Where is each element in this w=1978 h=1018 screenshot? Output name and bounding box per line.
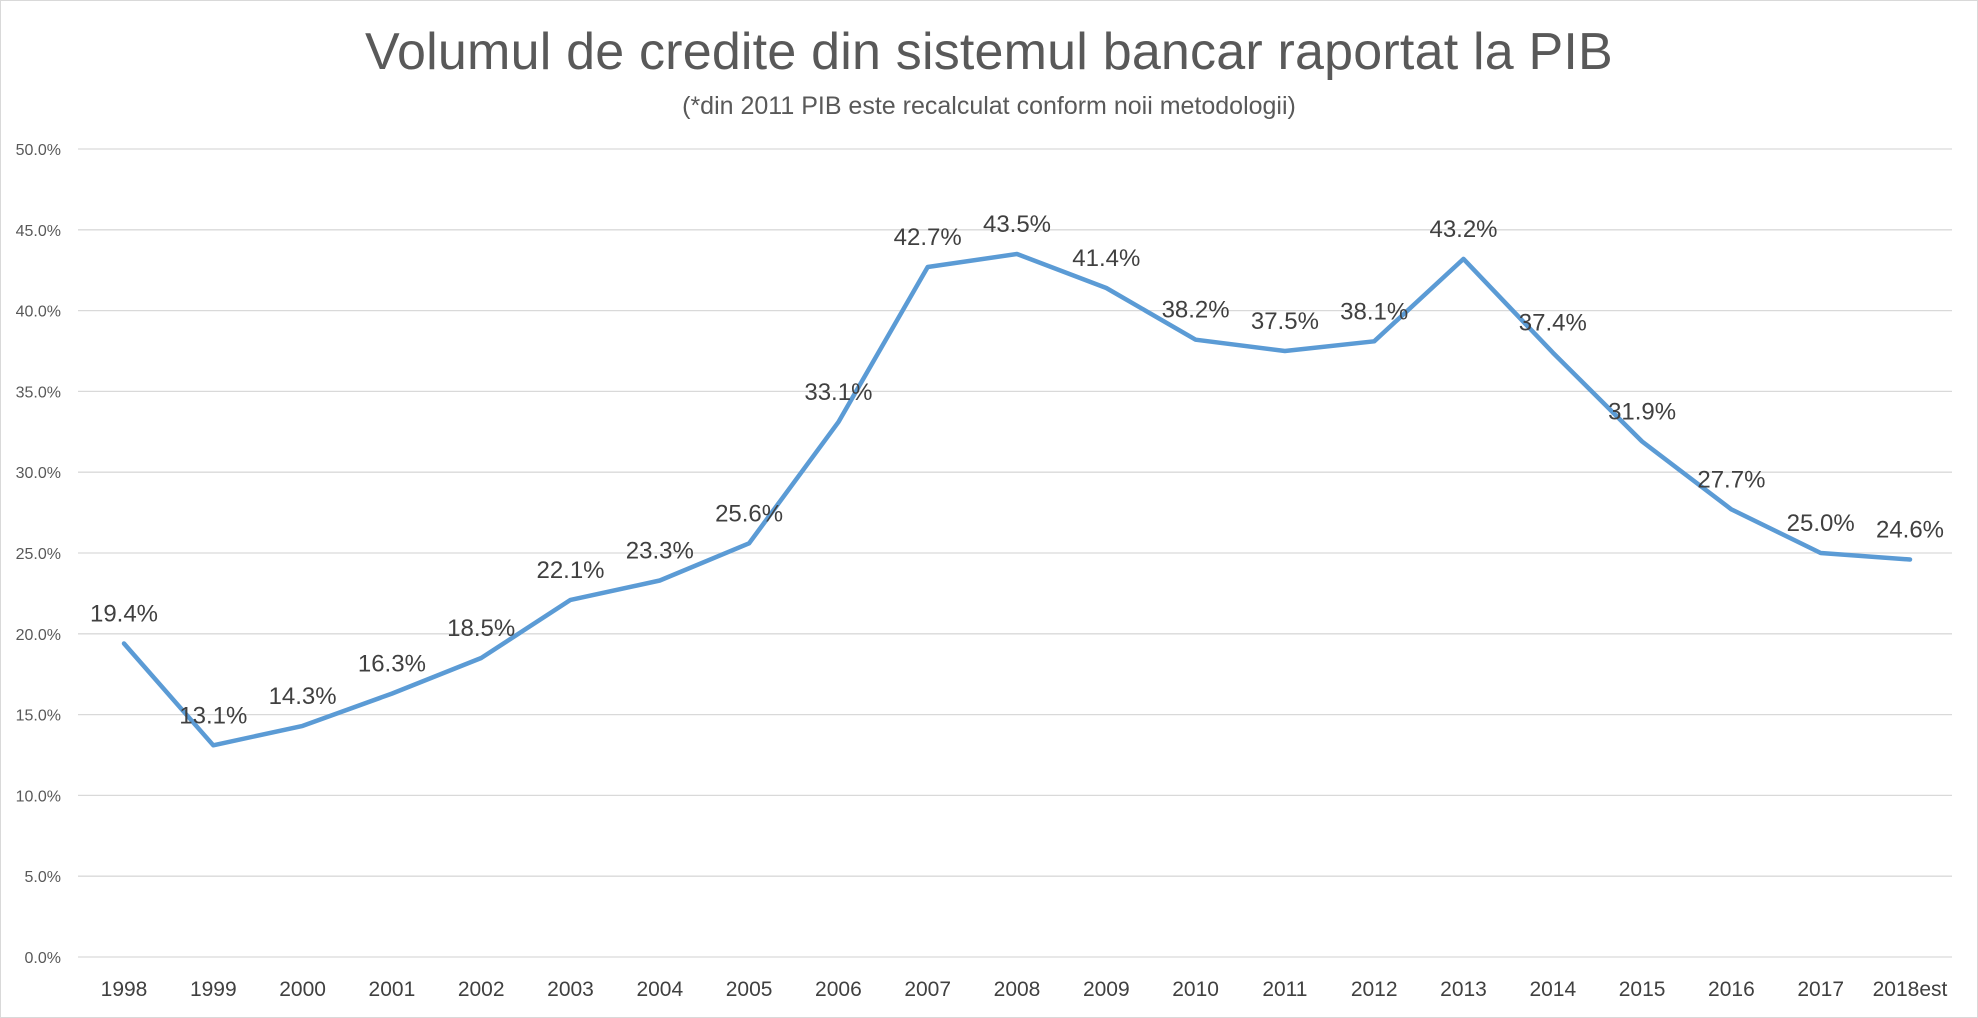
data-point <box>925 264 931 270</box>
x-tick-label: 2007 <box>904 978 951 1001</box>
x-tick-label: 1999 <box>190 978 237 1001</box>
chart-title: Volumul de credite din sistemul bancar r… <box>365 23 1613 81</box>
data-label: 22.1% <box>536 557 604 584</box>
data-label: 38.2% <box>1162 297 1230 324</box>
x-axis: 1998 1999 2000 2001 2002 2003 2004 2005 2006 2007… <box>101 978 1948 1001</box>
data-label: 25.0% <box>1787 510 1855 537</box>
x-tick-label: 2014 <box>1529 978 1576 1001</box>
y-tick-label: 30.0% <box>16 465 61 482</box>
data-label: 13.1% <box>179 702 247 729</box>
x-tick-label: 2013 <box>1440 978 1487 1001</box>
y-tick-label: 20.0% <box>16 627 61 644</box>
data-point <box>210 742 216 748</box>
data-label: 18.5% <box>447 615 515 642</box>
data-labels: 19.4% 13.1% 14.3% 16.3% 18.5% 22.1% 23.3% 25.6%… <box>90 211 1944 729</box>
x-tick-label: 2012 <box>1351 978 1398 1001</box>
data-label: 25.6% <box>715 500 783 527</box>
data-point <box>1550 350 1556 356</box>
x-tick-label: 2009 <box>1083 978 1130 1001</box>
data-point <box>835 419 841 425</box>
data-label: 38.1% <box>1340 298 1408 325</box>
data-label: 43.2% <box>1429 216 1497 243</box>
data-label: 24.6% <box>1876 516 1944 543</box>
y-tick-label: 0.0% <box>25 950 61 967</box>
x-tick-label: 2015 <box>1619 978 1666 1001</box>
y-tick-label: 50.0% <box>16 142 61 159</box>
y-tick-label: 35.0% <box>16 384 61 401</box>
y-tick-label: 25.0% <box>16 546 61 563</box>
data-label: 37.5% <box>1251 308 1319 335</box>
gridlines <box>78 148 1952 958</box>
x-tick-label: 2011 <box>1262 978 1307 1001</box>
x-tick-label: 2001 <box>369 978 416 1001</box>
data-label: 37.4% <box>1519 310 1587 337</box>
x-tick-label: 2016 <box>1708 978 1755 1001</box>
x-tick-label: 2004 <box>636 978 683 1001</box>
x-tick-label: 2005 <box>726 978 773 1001</box>
x-tick-label: 2006 <box>815 978 862 1001</box>
data-point <box>1014 251 1020 257</box>
data-point <box>1103 285 1109 291</box>
data-point <box>657 577 663 583</box>
data-point <box>300 723 306 729</box>
data-point <box>1282 348 1288 354</box>
x-tick-label: 2003 <box>547 978 594 1001</box>
y-tick-label: 40.0% <box>16 304 61 321</box>
data-point <box>1639 438 1645 444</box>
y-tick-label: 45.0% <box>16 223 61 240</box>
x-tick-label: 2017 <box>1797 978 1844 1001</box>
x-tick-label: 2000 <box>279 978 326 1001</box>
data-point <box>1193 337 1199 343</box>
data-label: 31.9% <box>1608 398 1676 425</box>
data-label: 19.4% <box>90 600 158 627</box>
data-point <box>1371 338 1377 344</box>
data-point <box>1728 506 1734 512</box>
y-tick-label: 10.0% <box>16 788 61 805</box>
y-axis: 0.0% 5.0% 10.0% 15.0% 20.0% 25.0% 30.0% 35.0% 40… <box>16 142 61 967</box>
data-point <box>389 691 395 697</box>
series-line <box>121 251 1913 748</box>
data-label: 23.3% <box>626 537 694 564</box>
data-label: 33.1% <box>804 379 872 406</box>
data-point <box>478 655 484 661</box>
data-label: 42.7% <box>894 224 962 251</box>
x-tick-label: 1998 <box>101 978 148 1001</box>
chart-subtitle: (*din 2011 PIB este recalculat conform n… <box>682 92 1296 120</box>
data-point <box>1818 550 1824 556</box>
data-point <box>568 597 574 603</box>
data-label: 16.3% <box>358 651 426 678</box>
series <box>121 251 1913 748</box>
data-point <box>1461 256 1467 262</box>
x-tick-label: 2002 <box>458 978 505 1001</box>
data-label: 27.7% <box>1697 466 1765 493</box>
data-point <box>121 640 127 646</box>
x-tick-label: 2008 <box>994 978 1041 1001</box>
data-label: 14.3% <box>269 683 337 710</box>
x-tick-label: 2010 <box>1172 978 1219 1001</box>
data-point <box>746 540 752 546</box>
x-tick-label: 2018est <box>1873 978 1948 1001</box>
data-label: 43.5% <box>983 211 1051 238</box>
y-tick-label: 15.0% <box>16 708 61 725</box>
data-label: 41.4% <box>1072 245 1140 272</box>
y-tick-label: 5.0% <box>25 869 61 886</box>
data-point <box>1907 556 1913 562</box>
